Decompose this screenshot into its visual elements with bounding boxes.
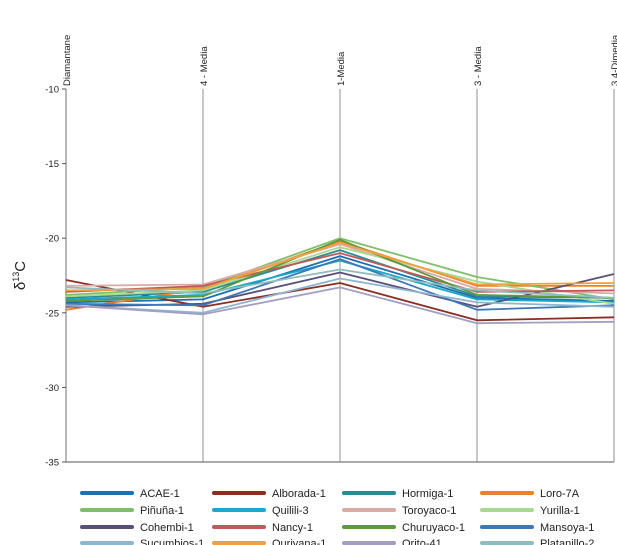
category-label: Diamantane [62, 35, 73, 86]
legend-label: Quriyana-1 [272, 538, 326, 545]
legend-item: Platanillo-2 [480, 538, 594, 545]
legend-label: ACAE-1 [140, 488, 180, 500]
category-label: 4 - Media [199, 46, 210, 86]
series-line [65, 268, 615, 299]
legend-label: Churuyaco-1 [402, 522, 465, 534]
series-line [65, 246, 615, 305]
legend-item: ACAE-1 [80, 488, 180, 500]
legend-label: Hormiga-1 [402, 488, 453, 500]
y-tick-label: -20 [45, 234, 59, 245]
series-line [65, 238, 615, 302]
legend: ACAE-1 Alborada-1 Hormiga-1 Loro-7A Piñuña-1… [80, 488, 594, 545]
category-label: 3,4-Dimedia [610, 34, 617, 86]
category-label: 1-Media [336, 51, 347, 86]
category-lines [65, 89, 615, 462]
legend-item: Alborada-1 [212, 488, 326, 500]
legend-label: Quilili-3 [272, 505, 309, 517]
legend-label: Cohembi-1 [140, 522, 194, 534]
legend-item: Quriyana-1 [212, 538, 326, 545]
y-tick-label: -25 [45, 308, 59, 319]
y-tick-label: -10 [45, 85, 59, 96]
legend-label: Loro-7A [540, 488, 580, 500]
series-line [65, 277, 615, 314]
series-line [65, 249, 615, 299]
series-line [65, 241, 615, 292]
legend-item: Mansoya-1 [480, 522, 594, 534]
series-line [65, 259, 615, 304]
series-lines [65, 237, 615, 325]
legend-label: Toroyaco-1 [402, 505, 456, 517]
legend-item: Cohembi-1 [80, 522, 194, 534]
y-tick-label: -35 [45, 458, 59, 469]
legend-item: Orito-41 [342, 538, 442, 545]
legend-label: Mansoya-1 [540, 522, 594, 534]
legend-item: Piñuña-1 [80, 505, 184, 517]
y-tick-label: -15 [45, 159, 59, 170]
legend-label: Piñuña-1 [140, 505, 184, 517]
series-line [65, 252, 615, 293]
legend-label: Orito-41 [402, 538, 442, 545]
series-line [65, 286, 615, 325]
legend-item: Toroyaco-1 [342, 505, 456, 517]
legend-item: Yurilla-1 [480, 505, 580, 517]
category-label: 3 - Media [473, 46, 484, 86]
legend-label: Nancy-1 [272, 522, 313, 534]
series-line [65, 258, 615, 311]
legend-item: Hormiga-1 [342, 488, 453, 500]
y-tick-label: -30 [45, 383, 59, 394]
y-axis-ticks: -10 -15 -20 -25 -30 -35 [45, 85, 66, 469]
legend-label: Alborada-1 [272, 488, 326, 500]
legend-label: Yurilla-1 [540, 505, 580, 517]
series-line [65, 243, 615, 295]
y-axis-label: δ13C [11, 261, 29, 290]
legend-item: Loro-7A [480, 488, 580, 500]
legend-item: Churuyaco-1 [342, 522, 465, 534]
legend-item: Nancy-1 [212, 522, 313, 534]
legend-item: Quilili-3 [212, 505, 309, 517]
legend-label: Platanillo-2 [540, 538, 594, 545]
series-line [65, 255, 615, 304]
category-labels: Diamantane 4 - Media 1-Media 3 - Media 3,4-D… [62, 34, 617, 86]
legend-item: Sucumbios-1 [80, 538, 204, 545]
legend-label: Sucumbios-1 [140, 538, 204, 545]
